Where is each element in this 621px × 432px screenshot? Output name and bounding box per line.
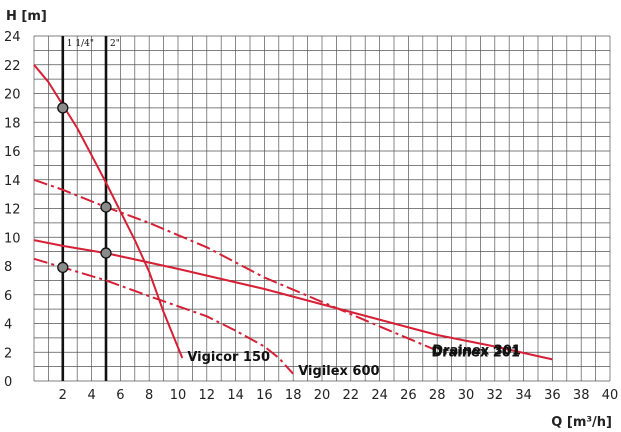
x-tick-label: 14 [227, 388, 244, 403]
y-tick-label: 6 [4, 289, 12, 304]
series-label: Drainex 201 [431, 345, 520, 360]
y-tick-label: 4 [4, 318, 12, 333]
pipe-label: 1 1/4" [67, 39, 94, 49]
x-tick-label: 8 [145, 388, 153, 403]
x-tick-label: 24 [371, 388, 388, 403]
grid [33, 35, 611, 382]
intersection-points [57, 102, 112, 274]
x-tick-label: 34 [515, 388, 532, 403]
x-tick-label: 4 [87, 388, 95, 403]
x-tick-label: 36 [544, 388, 561, 403]
series-line [33, 178, 435, 351]
x-tick-label: 12 [199, 388, 216, 403]
series-labels: Vigicor 150 Vigilex 600 Drainex 201Drainex… [187, 343, 521, 378]
series-line [33, 239, 553, 361]
x-tick-label: 26 [400, 388, 417, 403]
intersection-point [100, 201, 112, 213]
series-label: Vigilex 600 [298, 364, 379, 379]
intersection-point [100, 247, 112, 259]
series-label: Drainex 301 [432, 343, 521, 358]
x-tick-label: 18 [285, 388, 302, 403]
y-tick-label: 10 [4, 231, 21, 246]
x-tick-label: 32 [487, 388, 504, 403]
y-tick-label: 24 [4, 30, 21, 45]
x-tick-label: 40 [602, 388, 619, 403]
x-tick-label: 22 [343, 388, 360, 403]
intersection-point [57, 102, 69, 114]
y-tick-label: 14 [4, 174, 21, 189]
series-lines [33, 64, 553, 375]
x-tick-label: 10 [170, 388, 187, 403]
y-tick-label: 12 [4, 203, 21, 218]
pipe-label: 2" [110, 39, 120, 49]
x-tick-label: 6 [116, 388, 124, 403]
x-tick-label: 38 [573, 388, 590, 403]
x-tick-label: 2 [59, 388, 67, 403]
y-tick-label: 18 [4, 116, 21, 131]
y-tick-label: 8 [4, 260, 12, 275]
y-tick-label: 0 [4, 375, 12, 390]
x-tick-label: 28 [429, 388, 446, 403]
x-tick-label: 16 [256, 388, 273, 403]
x-axis-label: Q [m³/h] [551, 415, 612, 430]
series-line [33, 64, 184, 359]
y-tick-label: 22 [4, 59, 21, 74]
x-tick-label: 20 [314, 388, 331, 403]
intersection-point [57, 261, 69, 274]
series-line [33, 257, 294, 375]
x-tick-label: 30 [458, 388, 475, 403]
y-tick-label: 16 [4, 145, 21, 160]
y-axis-label: H [m] [6, 9, 47, 24]
y-tick-label: 20 [4, 88, 21, 103]
series-label: Vigicor 150 [187, 350, 270, 365]
y-tick-label: 2 [4, 346, 12, 361]
